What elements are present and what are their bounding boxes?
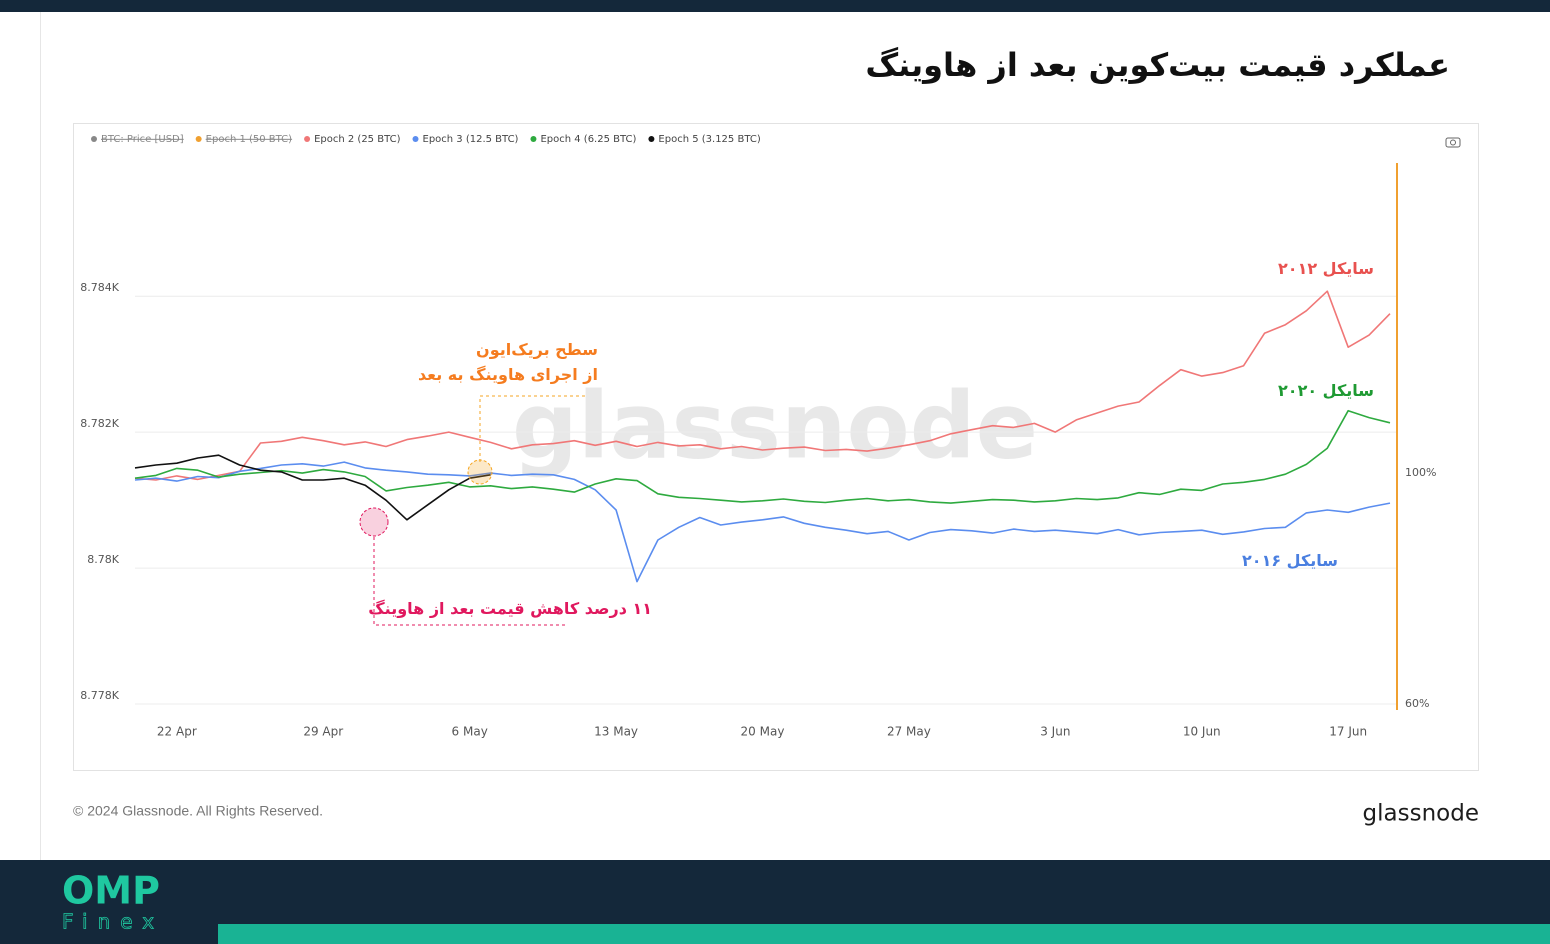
series-line	[134, 290, 1391, 481]
legend-marker	[195, 136, 202, 142]
legend: BTC: Price [USD] Epoch 1 (50 BTC) Epoch 2 …	[91, 134, 761, 145]
brand: glassnode	[1363, 801, 1479, 827]
page-title: عملکرد قیمت بیت‌کوین بعد از هاوینگ	[865, 46, 1450, 84]
x-tick-label: 17 Jun	[1329, 725, 1367, 739]
top-bar	[0, 0, 1550, 12]
legend-label[interactable]: Epoch 5 (3.125 BTC)	[658, 134, 760, 145]
y-tick-label: 8.784K	[80, 281, 119, 294]
legend-label[interactable]: Epoch 3 (12.5 BTC)	[423, 134, 519, 145]
y2-tick-label: 60%	[1405, 697, 1429, 710]
grid: 8.778K 8.78K 8.782K 8.784K 60% 100% 22 Apr 29 A…	[80, 281, 1436, 738]
breakeven-marker	[467, 459, 493, 485]
legend-label[interactable]: BTC: Price [USD]	[101, 134, 184, 145]
x-tick-label: 10 Jun	[1183, 725, 1221, 739]
cycle-label: سایکل ۲۰۱۲	[1278, 259, 1374, 278]
series-line	[134, 454, 491, 521]
breakeven-leader	[479, 395, 585, 462]
breakeven-line: از اجرای هاوینگ به بعد	[417, 365, 598, 384]
drop-marker	[359, 507, 389, 537]
legend-label[interactable]: Epoch 2 (25 BTC)	[314, 134, 401, 145]
breakeven-note: سطح بریک‌ایون از اجرای هاوینگ به بعد	[418, 337, 598, 387]
cycle-label: سایکل ۲۰۱۶	[1242, 551, 1338, 570]
legend-marker	[304, 136, 311, 142]
logo-sub: Finex	[62, 910, 164, 934]
legend-marker	[412, 136, 419, 142]
x-tick-label: 3 Jun	[1040, 725, 1070, 739]
copyright: © 2024 Glassnode. All Rights Reserved.	[73, 803, 323, 819]
breakeven-line: سطح بریک‌ایون	[476, 340, 598, 359]
x-tick-label: 20 May	[741, 725, 785, 739]
camera-lens	[1450, 139, 1456, 146]
x-tick-label: 22 Apr	[157, 725, 197, 739]
legend-label[interactable]: Epoch 1 (50 BTC)	[206, 134, 293, 145]
bottom-accent	[218, 924, 1550, 944]
x-tick-label: 29 Apr	[303, 725, 343, 739]
y-tick-label: 8.78K	[87, 553, 119, 566]
camera-body	[1445, 137, 1461, 148]
x-tick-label: 27 May	[887, 725, 931, 739]
legend-label[interactable]: Epoch 4 (6.25 BTC)	[540, 134, 636, 145]
y2-tick-label: 100%	[1405, 466, 1436, 479]
legend-marker	[648, 136, 655, 142]
y-tick-label: 8.778K	[80, 689, 119, 702]
x-tick-label: 13 May	[594, 725, 638, 739]
series-line	[134, 461, 1391, 583]
y-tick-label: 8.782K	[80, 417, 119, 430]
series-lines	[134, 290, 1391, 583]
drop-note: ۱۱ درصد کاهش قیمت بعد از هاوینگ	[368, 599, 652, 618]
watermark: glassnode	[512, 372, 1038, 479]
cycle-label: سایکل ۲۰۲۰	[1278, 381, 1374, 400]
series-line	[134, 409, 1391, 504]
legend-marker	[530, 136, 537, 142]
logo-name: OMP	[62, 869, 160, 913]
chart-frame	[73, 123, 1479, 771]
x-tick-label: 6 May	[452, 725, 488, 739]
camera-icon[interactable]	[1445, 137, 1461, 148]
legend-marker	[91, 136, 97, 142]
